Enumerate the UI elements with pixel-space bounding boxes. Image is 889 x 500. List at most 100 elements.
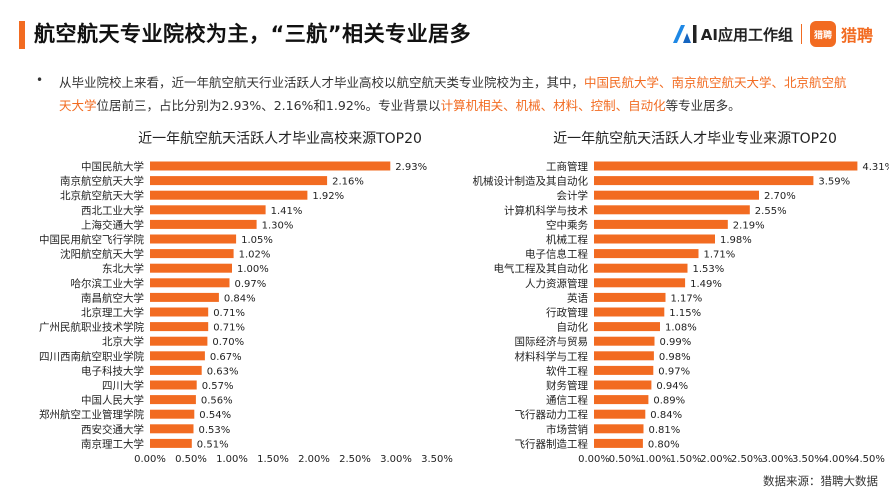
value-label: 0.53%	[199, 425, 231, 436]
value-label: 0.84%	[650, 410, 682, 421]
category-label: 广州民航职业技术学院	[39, 321, 144, 334]
x-tick-label: 2.50%	[339, 454, 371, 465]
value-label: 1.53%	[693, 264, 725, 275]
category-label: 中国人民大学	[81, 394, 144, 407]
chart-left-title: 近一年航空航天活跃人才毕业高校来源TOP20	[138, 131, 422, 147]
x-tick-label: 3.50%	[421, 454, 453, 465]
chart-right-majors: 工商管理 4.31% 机械设计制造及其自动化 3.59% 会计学 2.70% 计算机科学与技…	[473, 160, 889, 465]
value-label: 1.08%	[665, 323, 697, 334]
category-label: 郑州航空工业管理学院	[39, 408, 144, 421]
category-label: 会计学	[557, 189, 589, 202]
category-label: 上海交通大学	[81, 218, 144, 231]
category-label: 人力资源管理	[525, 277, 588, 290]
bar	[150, 176, 328, 186]
category-label: 自动化	[557, 321, 589, 334]
category-label: 四川大学	[102, 379, 144, 392]
liepin-logo-icon: 猎聘	[809, 21, 836, 47]
bar	[150, 322, 209, 332]
page-title: 航空航天专业院校为主，“三航”相关专业居多	[34, 22, 472, 46]
value-label: 0.51%	[197, 439, 229, 450]
summary-paragraph: 从毕业院校上来看，近一年航空航天行业活跃人才毕业高校以航空航天类专业院校为主，其…	[59, 71, 859, 117]
value-label: 2.19%	[733, 220, 765, 231]
category-label: 计算机科学与技术	[504, 204, 588, 217]
bar	[594, 380, 652, 390]
value-label: 2.93%	[395, 162, 427, 173]
bar	[150, 205, 266, 215]
bar	[150, 395, 196, 405]
bar	[594, 234, 715, 244]
x-tick-label: 1.00%	[216, 454, 248, 465]
category-label: 电子科技大学	[81, 364, 144, 377]
summary-highlight: 计算机相关、机械、材料、控制、自动化	[440, 98, 666, 113]
category-label: 工商管理	[546, 160, 588, 173]
category-label: 南京理工大学	[81, 437, 144, 450]
category-label: 飞行器制造工程	[515, 437, 589, 450]
bar	[594, 176, 814, 186]
bar	[150, 307, 209, 317]
bar	[594, 278, 686, 288]
category-label: 财务管理	[546, 379, 588, 392]
category-label: 东北大学	[102, 262, 144, 275]
ai-group-logo-icon	[672, 25, 697, 43]
brand-header: AI应用工作组 猎聘 猎聘	[671, 20, 873, 48]
category-label: 哈尔滨工业大学	[71, 277, 145, 290]
category-label: 机械工程	[546, 233, 588, 246]
summary-text: 从毕业院校上来看，近一年航空航天行业活跃人才毕业高校以航空航天类专业院校为主，其…	[59, 75, 585, 90]
category-label: 西安交通大学	[81, 423, 144, 436]
bar	[594, 365, 654, 375]
bar	[150, 336, 208, 346]
value-label: 1.92%	[312, 191, 344, 202]
category-label: 中国民航大学	[81, 160, 144, 173]
value-label: 0.94%	[656, 381, 688, 392]
bar	[594, 395, 649, 405]
value-label: 1.05%	[241, 235, 273, 246]
bar	[150, 278, 230, 288]
summary-highlight: 中国民航大学、南京航空航天大学、北京航空航天大学	[59, 75, 847, 113]
value-label: 0.97%	[235, 279, 267, 290]
category-label: 沈阳航空航天大学	[60, 248, 144, 261]
category-label: 南昌航空大学	[81, 291, 144, 304]
bar	[150, 409, 195, 419]
value-label: 1.15%	[669, 308, 701, 319]
value-label: 3.59%	[818, 177, 850, 188]
data-source: 数据来源：猎聘大数据	[763, 474, 878, 488]
bar	[594, 263, 688, 273]
value-label: 0.67%	[210, 352, 242, 363]
value-label: 1.00%	[237, 264, 269, 275]
bar	[150, 234, 237, 244]
x-tick-label: 3.50%	[792, 454, 824, 465]
x-tick-label: 0.00%	[134, 454, 166, 465]
value-label: 0.81%	[649, 425, 681, 436]
category-label: 通信工程	[546, 395, 588, 407]
bar	[594, 249, 699, 259]
category-label: 北京理工大学	[81, 306, 144, 319]
value-label: 2.55%	[755, 206, 787, 217]
x-tick-label: 1.50%	[670, 454, 702, 465]
bar	[150, 292, 219, 302]
bar	[594, 424, 644, 434]
bar	[594, 409, 646, 419]
x-tick-label: 4.50%	[853, 454, 885, 465]
value-label: 4.31%	[862, 162, 889, 173]
brand-text: AI应用工作组	[700, 25, 793, 44]
bar	[150, 219, 257, 229]
value-label: 0.98%	[659, 352, 691, 363]
bar	[594, 322, 660, 332]
category-label: 南京航空航天大学	[60, 175, 144, 188]
value-label: 0.99%	[660, 337, 692, 348]
bar	[150, 438, 192, 448]
bar	[594, 190, 759, 200]
bar	[594, 351, 654, 361]
category-label: 中国民用航空飞行学院	[39, 233, 144, 246]
category-label: 北京航空航天大学	[60, 189, 144, 202]
x-tick-label: 2.50%	[731, 454, 763, 465]
bar	[150, 190, 308, 200]
category-label: 软件工程	[546, 364, 588, 377]
bar	[594, 219, 728, 229]
value-label: 2.16%	[332, 177, 364, 188]
value-label: 0.63%	[207, 366, 239, 377]
bar	[594, 336, 655, 346]
x-tick-label: 1.50%	[257, 454, 289, 465]
category-label: 机械设计制造及其自动化	[473, 175, 589, 188]
category-label: 材料科学与工程	[515, 350, 589, 363]
